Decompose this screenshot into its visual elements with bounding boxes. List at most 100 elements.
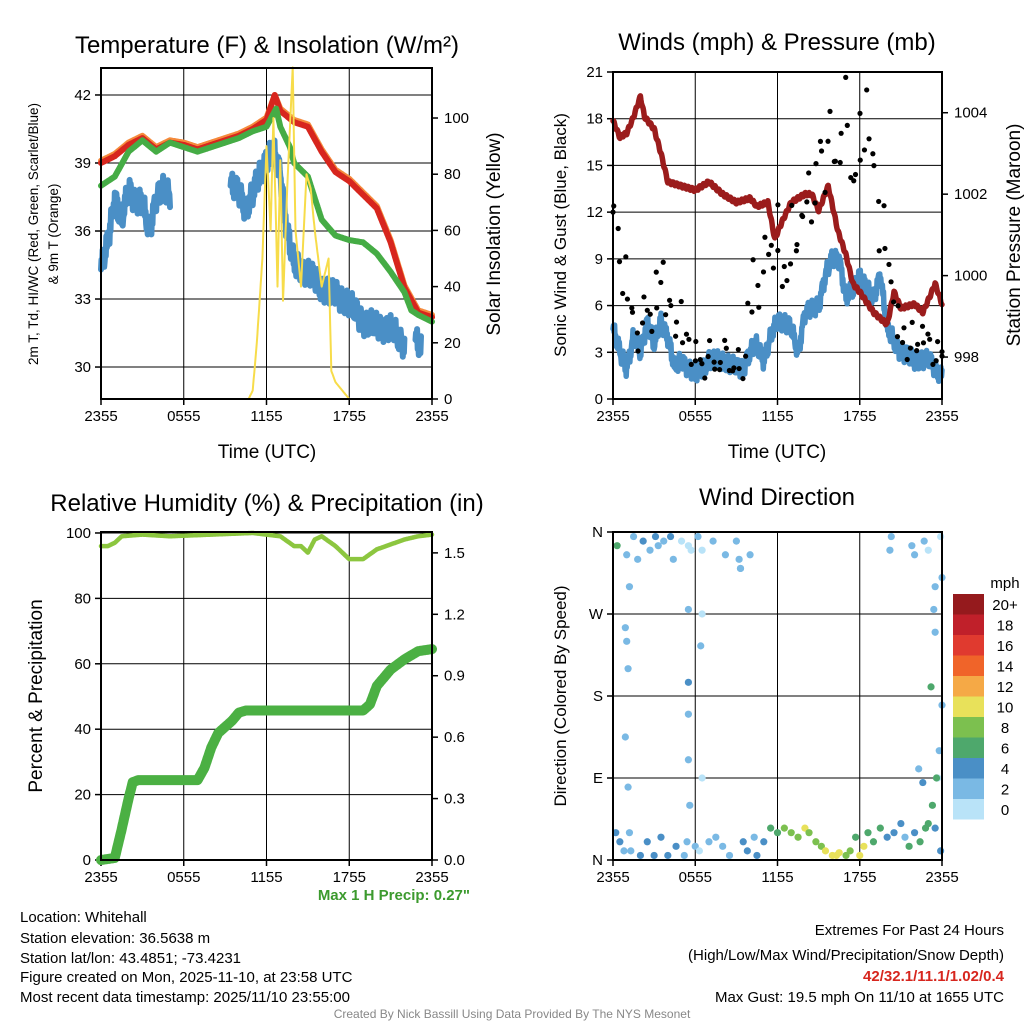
wind-direction-point xyxy=(856,851,864,860)
wind-direction-point xyxy=(651,532,660,541)
temp-panel: 2355 0555 1155 1755 2355 30 33 36 39 42 0 20 40 60 80 1… xyxy=(74,66,469,425)
colorbar-swatch xyxy=(953,799,984,820)
winds-series-gust-point xyxy=(919,323,926,329)
wind-direction-point xyxy=(928,801,937,809)
winds-series-gust-point xyxy=(750,257,756,263)
wind-direction-point xyxy=(930,605,938,614)
wind-direction-point xyxy=(650,851,658,860)
winds-series-gust-point xyxy=(871,163,877,169)
winds-series-gust-point xyxy=(629,305,635,311)
winds-series-gust-point xyxy=(857,157,863,163)
rh-y-label: Percent & Precipitation xyxy=(26,599,47,792)
wind-direction-point xyxy=(666,532,675,541)
wind-direction-point xyxy=(687,546,695,554)
winds-series-gust-point xyxy=(789,202,795,208)
wind-direction-point xyxy=(616,838,624,846)
winds-series-gust-point xyxy=(722,337,728,343)
winds-y-tick-label: 18 xyxy=(586,111,603,128)
winds-series-gust-point xyxy=(851,178,857,184)
winds-series-gust-point xyxy=(907,345,914,351)
wind-direction-point xyxy=(624,665,632,673)
wind-direction-point xyxy=(773,829,782,837)
winds-series-gust-point xyxy=(647,311,653,317)
winds-series-gust-point xyxy=(881,203,887,209)
wind-direction-point xyxy=(931,583,939,591)
winds-series-gust-point xyxy=(888,279,894,285)
colorbar-label: 16 xyxy=(997,638,1014,655)
wind-direction-point xyxy=(698,774,706,782)
rh-x-tick-label: 2355 xyxy=(84,869,117,886)
wind-direction-point xyxy=(669,555,677,563)
colorbar-label: 6 xyxy=(1001,741,1009,758)
winds-series-gust-point xyxy=(745,300,751,306)
temp-y-right-tick-label: 60 xyxy=(444,222,461,239)
winds-series-gust-point xyxy=(827,108,833,114)
winds-y-tick-label: 0 xyxy=(595,391,603,408)
rh-x-tick-label: 1155 xyxy=(250,869,282,886)
winds-series-gust-point xyxy=(658,279,664,286)
wind-direction-point xyxy=(680,851,688,860)
winds-series-gust-point xyxy=(705,353,711,360)
temp-plot-frame xyxy=(100,67,433,400)
wind-direction-point xyxy=(876,824,884,832)
winds-series-gust-point xyxy=(812,200,818,206)
wind-direction-point xyxy=(883,833,891,841)
winds-series-gust-point xyxy=(904,356,910,363)
winds-x-tick-label: 1755 xyxy=(843,408,876,425)
wind-direction-point xyxy=(684,756,692,764)
wdir-y-tick-label: N xyxy=(592,524,603,541)
wind-direction-point xyxy=(852,833,860,841)
info-recent: Most recent data timestamp: 2025/11/10 2… xyxy=(20,989,350,1006)
rh-y-tick-label: 80 xyxy=(74,590,91,607)
temp-y-tick-label: 39 xyxy=(74,155,91,172)
colorbar-label: 0 xyxy=(1001,802,1009,819)
winds-series-gust-point xyxy=(822,189,828,195)
winds-y-tick-label: 9 xyxy=(595,251,603,268)
rh-y-right-tick-label: 0.0 xyxy=(444,852,465,869)
colorbar-label: 18 xyxy=(997,618,1014,635)
winds-series-gust-point xyxy=(755,282,761,289)
winds-series-gust-point xyxy=(749,309,755,315)
winds-series-layer xyxy=(610,74,945,385)
temp-y-right-tick-label: 80 xyxy=(444,166,461,183)
wind-direction-point xyxy=(677,537,686,545)
winds-series-gust-point xyxy=(775,247,781,254)
winds-series-gust-point xyxy=(740,375,746,382)
winds-series-gust-point xyxy=(717,359,723,366)
winds-y-right-tick-label: 998 xyxy=(954,349,979,366)
winds-series-gust-point xyxy=(620,290,626,297)
winds-series-gust-point xyxy=(634,330,640,336)
wdir-plot-frame xyxy=(612,531,943,861)
wind-direction-point xyxy=(750,833,758,841)
winds-series-gust-point xyxy=(649,328,655,334)
wind-direction-point xyxy=(901,833,909,841)
wind-direction-point xyxy=(924,546,932,554)
winds-series-gust-point xyxy=(882,245,888,252)
winds-series-gust-point xyxy=(915,341,921,347)
winds-series-gust-point xyxy=(935,338,941,345)
winds-series-gust-point xyxy=(706,337,713,344)
wind-direction-point xyxy=(780,824,788,832)
winds-series-gust-point xyxy=(838,130,844,136)
temp-y-right-tick-label: 20 xyxy=(444,335,461,352)
winds-series-gust-point xyxy=(679,340,686,346)
wind-direction-point xyxy=(698,610,706,618)
winds-plot-frame xyxy=(612,71,943,400)
wdir-x-tick-label: 1155 xyxy=(761,869,793,886)
max-gust: Max Gust: 19.5 mph On 11/10 at 1655 UTC xyxy=(715,989,1004,1006)
winds-series-station-pressure-line xyxy=(610,93,945,328)
temp-y-right-tick-label: 40 xyxy=(444,279,461,296)
winds-series-gust-point xyxy=(899,339,906,346)
winds-series-gust-point xyxy=(615,225,621,232)
rh-y-right-tick-label: 0.9 xyxy=(444,668,465,685)
wind-direction-point xyxy=(897,819,905,828)
wind-direction-point xyxy=(629,532,638,541)
wind-direction-point xyxy=(743,847,751,855)
wind-direction-point xyxy=(643,838,651,846)
wind-direction-point xyxy=(767,824,775,832)
info-location: Location: Whitehall xyxy=(20,909,147,926)
wind-direction-point xyxy=(686,801,694,809)
winds-series-gust-point xyxy=(735,346,741,353)
wind-direction-point xyxy=(931,824,939,832)
winds-y-tick-label: 6 xyxy=(595,298,603,315)
